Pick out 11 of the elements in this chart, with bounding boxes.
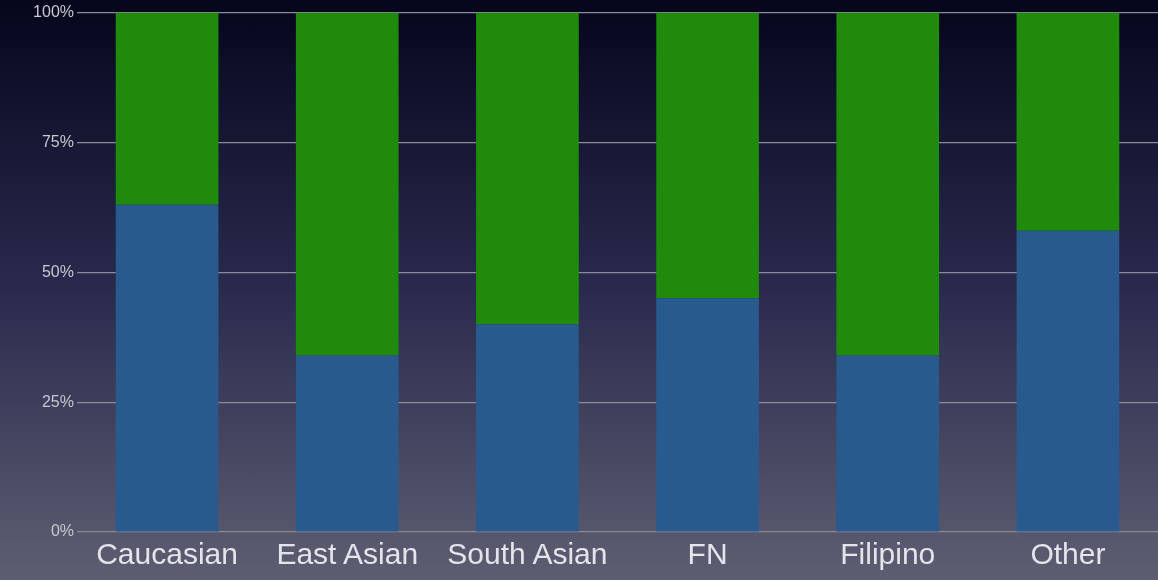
y-tick-label: 0% [50, 522, 74, 540]
x-tick-label: Other [1030, 537, 1106, 571]
y-tick-label: 100% [33, 3, 74, 21]
y-tick-label: 50% [41, 262, 74, 280]
x-tick-label: East Asian [276, 537, 419, 571]
x-tick-label: South Asian [447, 537, 608, 571]
x-tick-label: Caucasian [96, 537, 238, 571]
y-tick-label: 25% [41, 392, 74, 410]
x-tick-label: Filipino [840, 537, 936, 571]
x-tick-label: FN [687, 537, 728, 571]
y-tick-label: 75% [41, 132, 74, 150]
